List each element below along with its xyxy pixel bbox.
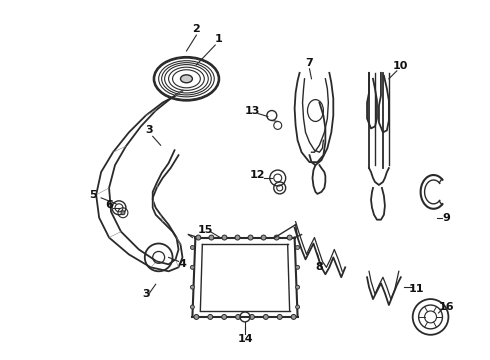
Text: 9: 9 [442,213,450,223]
Ellipse shape [180,75,193,83]
Text: 12: 12 [250,170,266,180]
Circle shape [222,235,227,240]
Circle shape [235,235,240,240]
Text: 3: 3 [145,125,152,135]
Circle shape [295,305,299,309]
Circle shape [209,235,214,240]
Circle shape [295,285,299,289]
Circle shape [274,235,279,240]
Circle shape [191,305,195,309]
Text: 1: 1 [214,34,222,44]
Circle shape [236,314,241,319]
Text: 5: 5 [89,190,97,200]
Circle shape [249,314,254,319]
Circle shape [261,235,266,240]
Circle shape [287,235,292,240]
Text: 10: 10 [393,61,409,71]
Circle shape [121,211,125,215]
Circle shape [194,314,199,319]
Circle shape [191,246,195,249]
Circle shape [191,285,195,289]
Circle shape [295,265,299,269]
Text: 6: 6 [105,200,113,210]
Circle shape [295,246,299,249]
Text: 14: 14 [237,334,253,344]
Text: 11: 11 [409,284,424,294]
Circle shape [221,314,227,319]
Circle shape [196,235,201,240]
Circle shape [248,235,253,240]
Circle shape [277,314,282,319]
Text: 3: 3 [142,289,149,299]
Text: 2: 2 [193,24,200,34]
Circle shape [263,314,269,319]
Text: 16: 16 [439,302,454,312]
Text: 13: 13 [244,105,260,116]
Text: 8: 8 [316,262,323,272]
Circle shape [191,265,195,269]
Text: 7: 7 [306,58,314,68]
Text: 15: 15 [197,225,213,235]
Text: 4: 4 [178,259,186,269]
Circle shape [208,314,213,319]
Circle shape [291,314,296,319]
